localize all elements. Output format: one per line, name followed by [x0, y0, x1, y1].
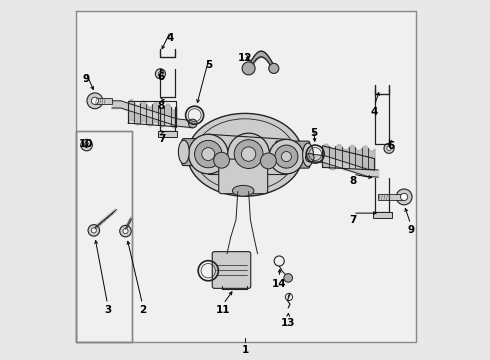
Text: 9: 9	[82, 74, 90, 84]
Circle shape	[384, 143, 394, 153]
Circle shape	[91, 228, 97, 233]
Circle shape	[242, 147, 256, 161]
Text: 5: 5	[310, 128, 317, 138]
FancyBboxPatch shape	[212, 252, 251, 288]
Circle shape	[189, 134, 228, 174]
Text: 6: 6	[158, 72, 165, 82]
Circle shape	[305, 153, 314, 162]
Bar	[95, 98, 112, 104]
Circle shape	[284, 274, 293, 282]
Bar	[76, 131, 132, 342]
Circle shape	[269, 139, 304, 174]
FancyBboxPatch shape	[275, 141, 310, 168]
Circle shape	[234, 140, 263, 168]
Text: 6: 6	[387, 141, 394, 151]
Text: 2: 2	[139, 305, 146, 315]
Circle shape	[202, 148, 215, 161]
Text: 13: 13	[281, 318, 295, 328]
Circle shape	[269, 63, 279, 73]
Circle shape	[84, 143, 89, 148]
Circle shape	[88, 225, 99, 236]
Circle shape	[189, 119, 197, 128]
Text: 10: 10	[78, 139, 93, 149]
FancyBboxPatch shape	[219, 159, 268, 194]
Circle shape	[123, 229, 128, 234]
FancyBboxPatch shape	[182, 139, 216, 166]
Text: 11: 11	[216, 305, 231, 315]
Circle shape	[81, 139, 92, 151]
Text: 7: 7	[349, 215, 357, 225]
Text: 3: 3	[104, 305, 111, 315]
Circle shape	[87, 93, 103, 109]
Circle shape	[214, 152, 229, 168]
Text: 8: 8	[349, 176, 357, 186]
Ellipse shape	[187, 113, 303, 196]
Circle shape	[281, 152, 292, 162]
Ellipse shape	[178, 140, 189, 164]
Text: 14: 14	[272, 279, 287, 289]
Ellipse shape	[303, 143, 314, 166]
Text: 4: 4	[371, 107, 378, 117]
Circle shape	[158, 72, 163, 76]
Circle shape	[275, 145, 298, 168]
Circle shape	[195, 140, 222, 168]
Circle shape	[155, 69, 166, 79]
Text: 12: 12	[238, 53, 252, 63]
Circle shape	[400, 193, 408, 201]
Ellipse shape	[232, 185, 254, 196]
Text: 7: 7	[158, 134, 165, 144]
Bar	[373, 212, 392, 218]
Circle shape	[242, 62, 255, 75]
Circle shape	[387, 146, 391, 150]
Text: 1: 1	[242, 345, 248, 355]
Circle shape	[91, 97, 98, 104]
Text: 9: 9	[407, 225, 414, 235]
Circle shape	[228, 133, 270, 175]
Bar	[378, 194, 404, 200]
Circle shape	[261, 153, 276, 169]
Circle shape	[396, 189, 412, 205]
Bar	[158, 131, 177, 137]
Text: 5: 5	[205, 60, 213, 70]
Circle shape	[120, 225, 131, 237]
Text: 8: 8	[158, 101, 165, 111]
Text: 4: 4	[167, 33, 174, 43]
